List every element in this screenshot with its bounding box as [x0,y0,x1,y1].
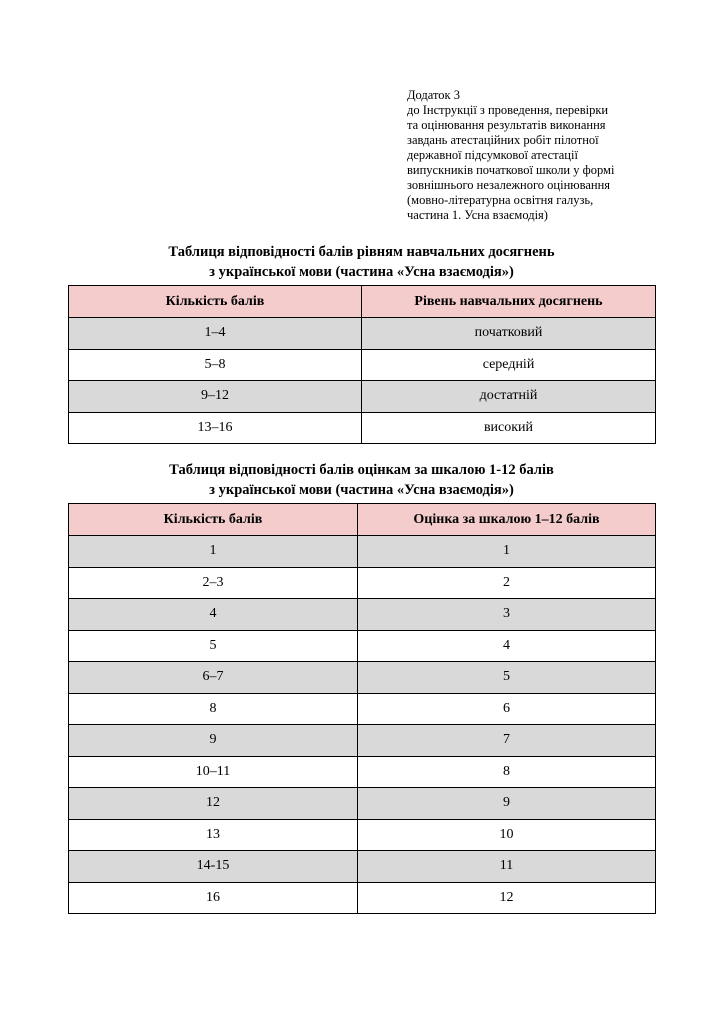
table-cell: 11 [357,850,656,883]
table-cell: 5 [68,629,358,662]
table-cell: 12 [357,881,656,914]
table-cell: 2–3 [68,566,358,599]
annex-line: (мовно-літературна освітня галузь, [407,193,594,207]
table-row: 10–11 8 [68,755,656,788]
table-cell: 7 [357,724,656,757]
table-cell: 16 [68,881,358,914]
table-cell: 8 [357,755,656,788]
table-cell: 13–16 [68,411,362,444]
table-cell: 10–11 [68,755,358,788]
table-row: 12 9 [68,787,656,820]
table-row: 9–12 достатній [68,380,656,413]
table-row: 13–16 високий [68,411,656,444]
table-cell: 13 [68,818,358,851]
table1-title: Таблиця відповідності балів рівням навча… [68,242,655,282]
table-cell: 6 [357,692,656,725]
table-cell: 2 [357,566,656,599]
annex-line: та оцінювання результатів виконання [407,118,606,132]
table-row: 5–8 середній [68,348,656,381]
table-row: 16 12 [68,881,656,914]
table-cell: 9 [357,787,656,820]
annex-line: випускників початкової школи у формі [407,163,615,177]
table-row: 2–3 2 [68,566,656,599]
table-cell: початковий [361,317,656,350]
table-cell: 6–7 [68,661,358,694]
annex-line: завдань атестаційних робіт пілотної [407,133,599,147]
annex-line: до Інструкції з проведення, перевірки [407,103,609,117]
table-row: 14-15 11 [68,850,656,883]
table-cell: 4 [357,629,656,662]
table1-title-line: з української мови (частина «Усна взаємо… [209,264,514,280]
table-cell: 4 [68,598,358,631]
table-cell: 12 [68,787,358,820]
table-cell: 5–8 [68,348,362,381]
table-cell: 1 [357,535,656,568]
table-cell: 1 [68,535,358,568]
table-cell: 1–4 [68,317,362,350]
table-row: 13 10 [68,818,656,851]
table-cell: 14-15 [68,850,358,883]
table-row: 6–7 5 [68,661,656,694]
annex-line: Додаток 3 [407,88,460,102]
grades-table: Кількість балів Оцінка за шкалою 1–12 бал… [68,503,656,914]
table-cell: 5 [357,661,656,694]
table-cell: достатній [361,380,656,413]
table-cell: середній [361,348,656,381]
levels-table: Кількість балів Рівень навчальних досягне… [68,285,656,444]
column-header: Рівень навчальних досягнень [361,285,656,318]
table2-title-line: Таблиця відповідності балів оцінкам за ш… [169,462,554,478]
table-cell: високий [361,411,656,444]
column-header: Кількість балів [68,285,362,318]
annex-line: зовнішнього незалежного оцінювання [407,178,611,192]
table2-title-line: з української мови (частина «Усна взаємо… [209,482,514,498]
table1-title-line: Таблиця відповідності балів рівням навча… [168,244,555,260]
table-cell: 3 [357,598,656,631]
annex-line: державної підсумкової атестації [407,148,578,162]
table-header-row: Кількість балів Рівень навчальних досягне… [68,285,656,318]
table-cell: 9 [68,724,358,757]
column-header: Оцінка за шкалою 1–12 балів [357,503,656,536]
table-row: 1–4 початковий [68,317,656,350]
table-header-row: Кількість балів Оцінка за шкалою 1–12 бал… [68,503,656,536]
table-cell: 8 [68,692,358,725]
table-cell: 9–12 [68,380,362,413]
table-cell: 10 [357,818,656,851]
annex-note: Додаток 3 до Інструкції з проведення, пе… [407,88,614,223]
table2-title: Таблиця відповідності балів оцінкам за ш… [68,460,655,500]
annex-line: частина 1. Усна взаємодія) [407,208,548,222]
column-header: Кількість балів [68,503,358,536]
